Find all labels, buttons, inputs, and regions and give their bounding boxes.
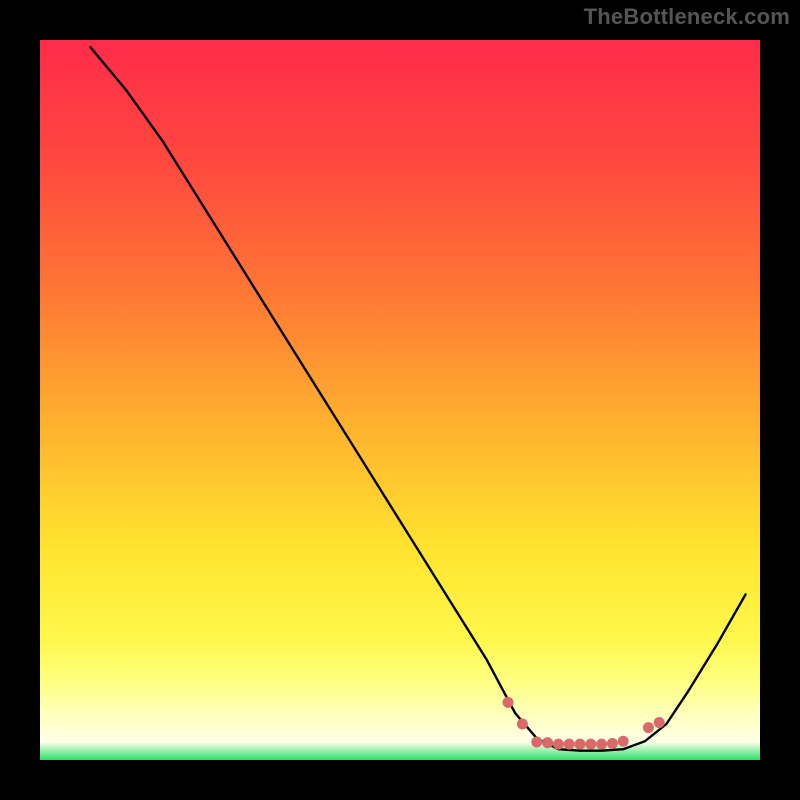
- marker-point: [654, 717, 665, 728]
- marker-point: [517, 719, 528, 730]
- marker-point: [553, 739, 564, 750]
- marker-point: [596, 739, 607, 750]
- marker-point: [531, 737, 542, 748]
- chart-frame: TheBottleneck.com: [0, 0, 800, 800]
- marker-point: [564, 739, 575, 750]
- marker-point: [542, 737, 553, 748]
- bottleneck-chart-svg: [40, 40, 760, 760]
- marker-point: [618, 736, 629, 747]
- heatmap-background: [40, 40, 760, 760]
- plot-area: [40, 40, 760, 760]
- marker-point: [575, 739, 586, 750]
- marker-point: [643, 722, 654, 733]
- marker-point: [585, 739, 596, 750]
- marker-point: [503, 697, 514, 708]
- watermark-text: TheBottleneck.com: [584, 4, 790, 30]
- marker-point: [607, 738, 618, 749]
